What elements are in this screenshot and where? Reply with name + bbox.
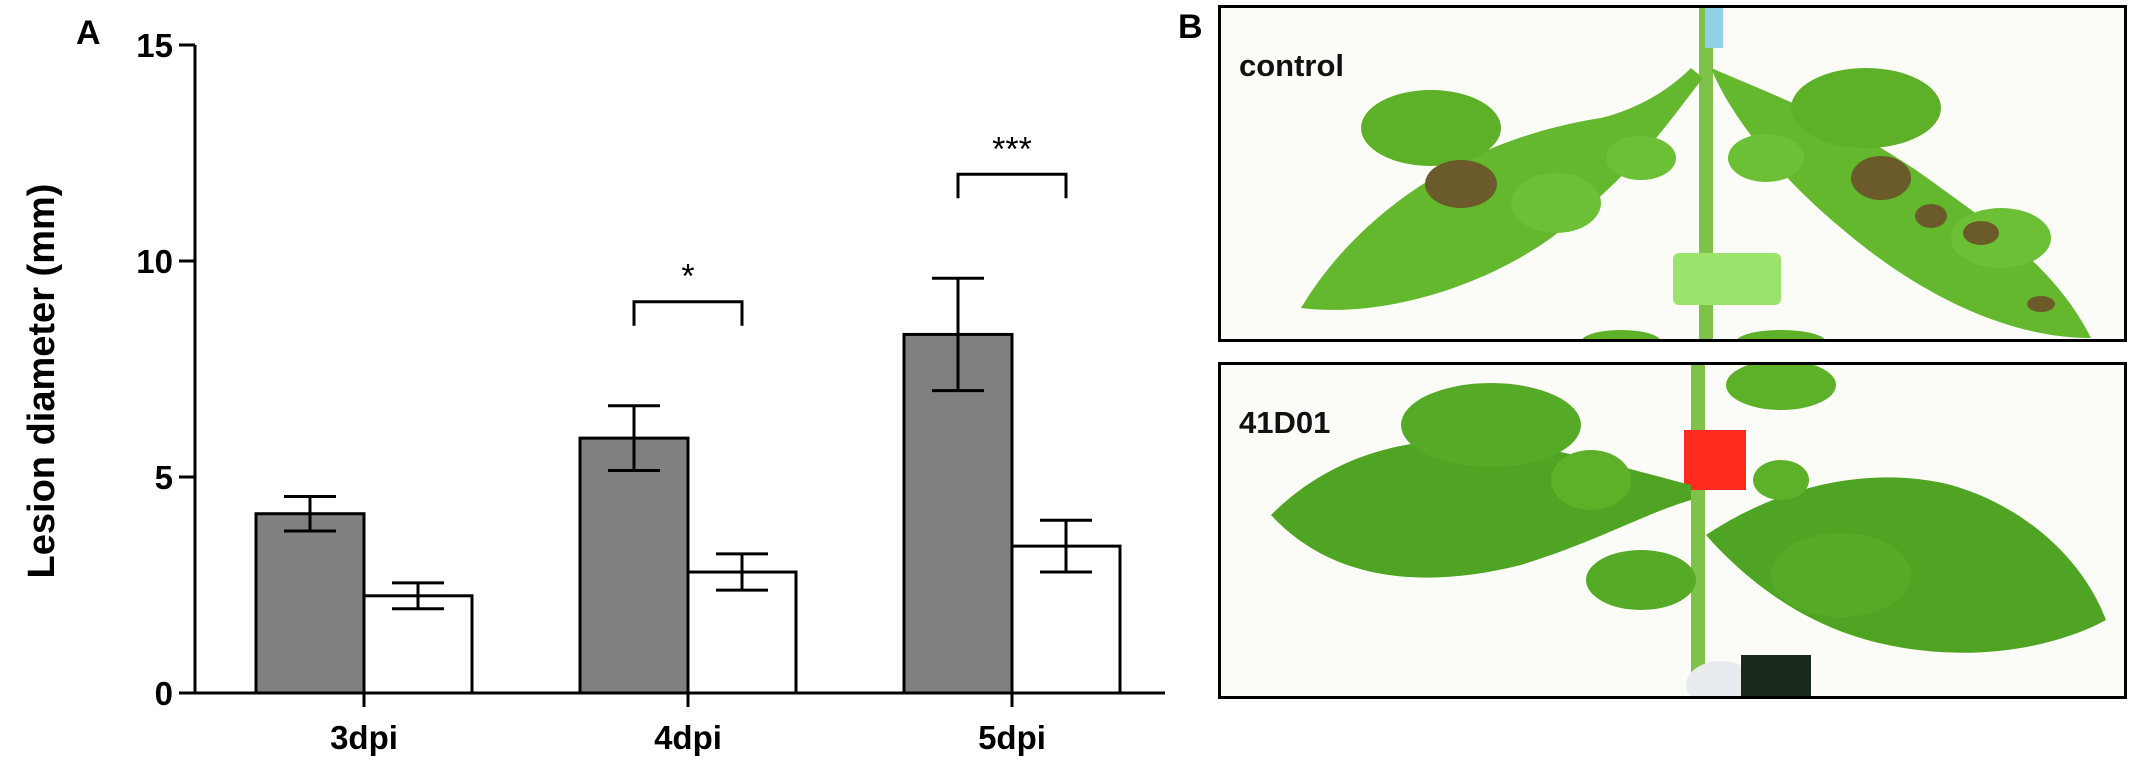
leaf-illustration-41d01 — [1221, 365, 2124, 696]
leaflet-right-a — [1771, 533, 1911, 617]
significance-bracket — [632, 300, 744, 326]
y-tick-label: 5 — [155, 459, 173, 496]
leaflet-bottom — [1582, 330, 1660, 339]
pot-dark — [1741, 655, 1811, 696]
photo-label-control: control — [1239, 48, 1345, 83]
significance-label: *** — [992, 130, 1032, 168]
x-tick-label: 4dpi — [654, 719, 722, 756]
y-tick-label: 0 — [155, 675, 173, 712]
bar — [254, 512, 366, 695]
stem — [1691, 365, 1705, 696]
y-tick-label: 10 — [136, 243, 173, 280]
leaflet-right-a — [1791, 68, 1941, 148]
leaflet-left-a — [1361, 90, 1501, 166]
bar — [686, 570, 798, 695]
pot-white — [1686, 661, 1756, 696]
panel-a-letter: A — [76, 14, 101, 52]
leaflet-bottom — [1737, 330, 1825, 339]
leaf-illustration-control — [1221, 8, 2124, 339]
lesion — [1851, 156, 1911, 200]
tape-red — [1684, 430, 1746, 490]
leaflet-left-b — [1511, 173, 1601, 233]
tube — [1705, 8, 1723, 48]
photo-41d01: 41D01 — [1218, 362, 2127, 699]
bar — [578, 436, 690, 695]
leaf-left — [1301, 68, 1703, 310]
x-tick-label: 5dpi — [978, 719, 1046, 756]
significance-bracket — [956, 172, 1068, 199]
leaflet-right-b — [1726, 365, 1836, 410]
leaflet-left-c — [1606, 136, 1676, 180]
lesion — [1915, 204, 1947, 228]
leaflet-left-c — [1586, 550, 1696, 610]
tape-green — [1673, 253, 1781, 305]
bar — [902, 332, 1014, 695]
leaflet-right-c — [1728, 134, 1804, 182]
bar — [362, 594, 474, 695]
photo-control: control — [1218, 5, 2127, 342]
y-axis-label: Lesion diameter (mm) — [21, 184, 63, 579]
y-tick-label: 15 — [136, 27, 173, 64]
panel-b-letter: B — [1178, 8, 1203, 46]
leaf-right — [1711, 68, 2091, 338]
x-tick-label: 3dpi — [330, 719, 398, 756]
leaflet-left-b — [1551, 450, 1631, 510]
lesion — [2027, 296, 2055, 312]
significance-label: * — [681, 258, 694, 296]
leaflet-right-c — [1753, 460, 1809, 500]
photo-label-41d01: 41D01 — [1239, 405, 1331, 440]
lesion — [1425, 160, 1497, 208]
lesion — [1963, 221, 1999, 245]
leaflet-left-a — [1401, 383, 1581, 467]
